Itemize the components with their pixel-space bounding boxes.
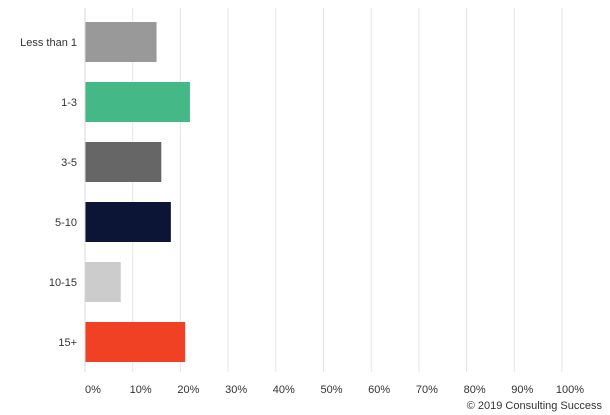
- category-label: Less than 1: [20, 37, 77, 49]
- bar: [85, 202, 171, 242]
- x-tick-label: 30%: [225, 384, 247, 396]
- category-label: 15+: [58, 337, 77, 349]
- x-tick-label: 10%: [130, 384, 152, 396]
- category-label: 3-5: [61, 157, 77, 169]
- x-tick-label: 0%: [85, 384, 101, 396]
- category-label: 1-3: [61, 97, 77, 109]
- gridlines: [132, 8, 563, 372]
- category-labels: Less than 1 1-3 3-5 5-10 10-15 15+: [20, 37, 77, 349]
- copyright-credit: © 2019 Consulting Success: [466, 400, 602, 412]
- x-tick-label: 80%: [464, 384, 486, 396]
- bar: [85, 322, 186, 362]
- bar: [85, 22, 157, 62]
- bars: [85, 22, 190, 362]
- category-label: 10-15: [49, 277, 77, 289]
- bar: [85, 262, 121, 302]
- x-axis-ticks: 0% 10% 20% 30% 40% 50% 60% 70% 80% 90% 100%: [85, 384, 584, 396]
- bar: [85, 82, 190, 122]
- bar: [85, 142, 162, 182]
- x-tick-label: 90%: [511, 384, 533, 396]
- x-tick-label: 60%: [368, 384, 390, 396]
- x-tick-label: 40%: [273, 384, 295, 396]
- x-tick-label: 50%: [320, 384, 342, 396]
- x-tick-label: 20%: [177, 384, 199, 396]
- category-label: 5-10: [55, 217, 77, 229]
- x-tick-label: 100%: [556, 384, 584, 396]
- x-tick-label: 70%: [416, 384, 438, 396]
